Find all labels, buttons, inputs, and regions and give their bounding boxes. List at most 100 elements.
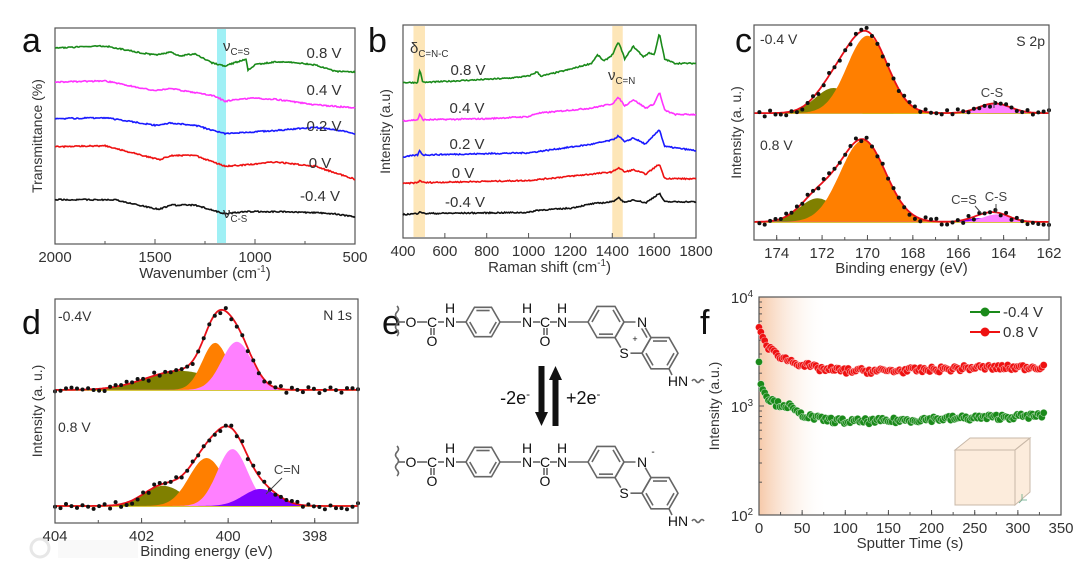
data-point: [212, 313, 217, 318]
x-axis-label: Wavenumber (cm-1): [139, 264, 270, 282]
series-line--0.4V: [402, 192, 697, 216]
x-tick-label: 398: [302, 528, 327, 545]
data-point: [240, 439, 245, 444]
band-annotation-part: C=N-C: [418, 49, 448, 60]
peak-label-leader: [265, 477, 283, 495]
x-tick-label: 1000: [238, 249, 271, 266]
data-point: [317, 391, 322, 395]
data-point: [80, 503, 85, 508]
data-point: [311, 504, 316, 509]
band-annotation-part: ν: [223, 38, 231, 55]
data-point: [1025, 222, 1030, 227]
data-point: [988, 104, 992, 109]
bond: [488, 461, 497, 474]
atom-N: N: [445, 454, 455, 470]
data-point: [124, 503, 129, 507]
data-point: [907, 100, 912, 105]
data-point: [300, 390, 305, 395]
wavy-bond: [394, 445, 400, 477]
data-point: [102, 502, 107, 507]
x-tick-label: 250: [962, 520, 987, 537]
data-point: [64, 386, 68, 391]
y-tick-label: 104: [731, 289, 754, 307]
data-point: [119, 504, 124, 509]
atom-C: C: [540, 454, 550, 470]
y-tick-label-part: 10: [731, 290, 748, 307]
y-axis-label: Transmittance (%): [29, 79, 45, 193]
data-point: [805, 101, 810, 105]
reduction-label-part: +2e: [566, 388, 597, 408]
plot-frame: [54, 298, 359, 524]
data-point: [168, 479, 173, 484]
data-point: [1025, 108, 1030, 113]
x-tick-label: 600: [432, 243, 457, 260]
data-point: [289, 385, 294, 390]
data-point: [91, 388, 96, 392]
plot-frame: [402, 24, 697, 239]
atom-N: N: [637, 454, 647, 470]
series-line-0.4V: [54, 79, 356, 109]
data-point: [1030, 220, 1035, 225]
fit-component: [55, 458, 358, 506]
band-annotation: νC-S: [223, 205, 248, 225]
data-point: [97, 504, 102, 509]
data-point: [234, 434, 239, 439]
x-tick-label: 402: [129, 528, 154, 545]
data-point: [1014, 215, 1019, 220]
x-tick-label: 170: [855, 245, 880, 262]
band-annotation-part: δ: [410, 40, 418, 57]
y-tick-label-part: 10: [731, 399, 748, 416]
data-point: [912, 216, 917, 221]
data-point: [757, 110, 762, 115]
redox-arrows: [535, 366, 562, 426]
data-point: [902, 93, 907, 98]
data-point: [278, 494, 283, 499]
data-point: [146, 378, 151, 383]
data-point: [190, 459, 195, 464]
x-tick-label: 300: [1005, 520, 1030, 537]
band-annotation-part: C-S: [231, 214, 248, 225]
y-tick-label-part: 4: [748, 289, 754, 300]
series-label: 0.8 V: [450, 62, 485, 79]
atom-O: O: [427, 473, 438, 489]
data-point: [113, 383, 118, 388]
data-point: [174, 368, 179, 373]
bond: [612, 309, 621, 323]
data-point: [58, 506, 63, 511]
x-axis-label-part: -1: [597, 258, 606, 269]
data-point: [284, 498, 289, 502]
spectrum-label: 0.8 V: [760, 137, 793, 153]
data-point: [794, 110, 799, 115]
data-point: [328, 385, 333, 390]
y-tick-label: 102: [731, 507, 753, 525]
data-point: [328, 503, 333, 508]
plot-frame: [753, 24, 1050, 241]
data-point: [971, 217, 976, 222]
peak-label: C-S: [981, 85, 1004, 100]
data-point: [91, 506, 96, 511]
data-point: [306, 385, 311, 390]
data-point: [251, 358, 256, 363]
fit-component: [754, 103, 1049, 114]
atom-HN: HN: [668, 513, 688, 529]
x-tick-label: 174: [764, 245, 789, 262]
fit-component: [55, 449, 358, 506]
series-label: -0.4 V: [445, 194, 485, 211]
data-point: [234, 324, 239, 329]
data-point: [1020, 110, 1025, 115]
y-axis-label: Intensity (a.u): [377, 89, 393, 174]
data-point: [966, 214, 971, 218]
x-axis-label: Raman shift (cm-1): [488, 258, 611, 276]
data-point: [880, 54, 885, 59]
data-point: [273, 492, 278, 497]
data-point: [800, 201, 805, 206]
data-point: [977, 106, 982, 111]
band-annotation: νC=S: [223, 38, 250, 58]
x-tick-label: 400: [390, 243, 415, 260]
reduction-label: +2e-: [566, 388, 601, 408]
x-tick-label: 1400: [596, 243, 629, 260]
data-point: [1014, 109, 1019, 113]
band-annotation-part: ν: [608, 67, 616, 84]
data-point: [800, 107, 805, 112]
atom-O: O: [406, 314, 417, 330]
